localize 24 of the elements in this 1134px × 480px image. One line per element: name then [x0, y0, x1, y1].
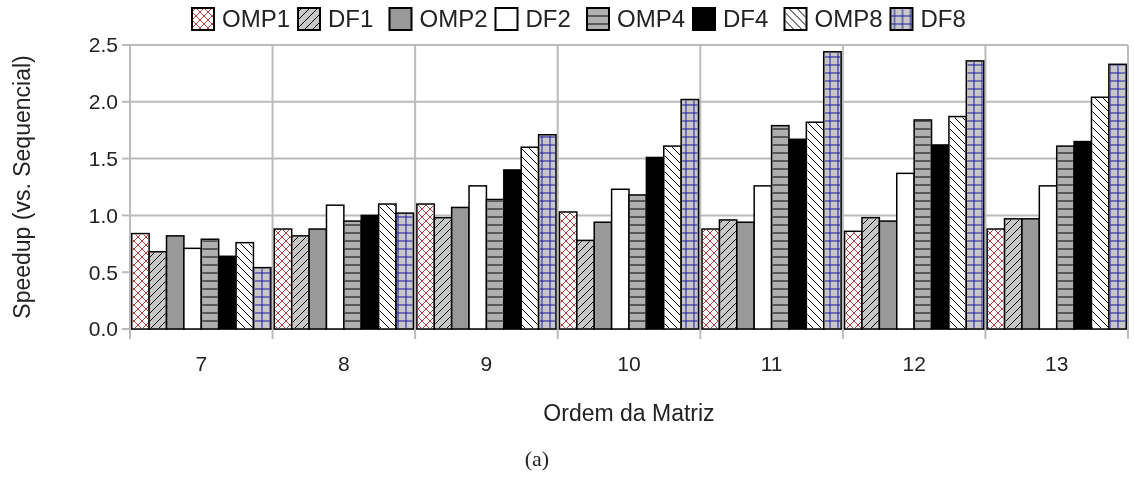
x-tick-label: 10 — [617, 352, 641, 375]
legend-label: DF2 — [525, 5, 571, 33]
legend-label: OMP2 — [419, 5, 488, 33]
x-tick-label: 13 — [1045, 352, 1069, 375]
y-tick-label: 2.0 — [88, 90, 118, 114]
x-tick-label: 9 — [480, 352, 493, 375]
legend-label: DF8 — [920, 5, 966, 33]
y-tick-label: 0.0 — [88, 317, 118, 341]
x-tick-label: 11 — [760, 352, 783, 375]
text: (a) — [524, 446, 550, 471]
y-tick-label: 1.0 — [88, 203, 118, 227]
legend-label: DF1 — [328, 5, 374, 33]
x-axis-title: Ordem da Matriz — [543, 400, 715, 426]
x-tick-label: 8 — [338, 352, 350, 375]
x-tick-label: 12 — [902, 352, 926, 375]
legend-label: DF4 — [723, 5, 769, 33]
legend-label: OMP4 — [617, 5, 686, 33]
legend-label: OMP8 — [814, 5, 883, 33]
legend-label: OMP1 — [222, 5, 291, 33]
y-tick-label: 2.5 — [88, 33, 118, 57]
x-tick-label: 7 — [195, 352, 208, 375]
y-axis-title: Speedup (vs. Sequencial) — [9, 55, 35, 319]
y-tick-label: 0.5 — [88, 260, 118, 284]
y-tick-label: 1.5 — [88, 146, 118, 170]
